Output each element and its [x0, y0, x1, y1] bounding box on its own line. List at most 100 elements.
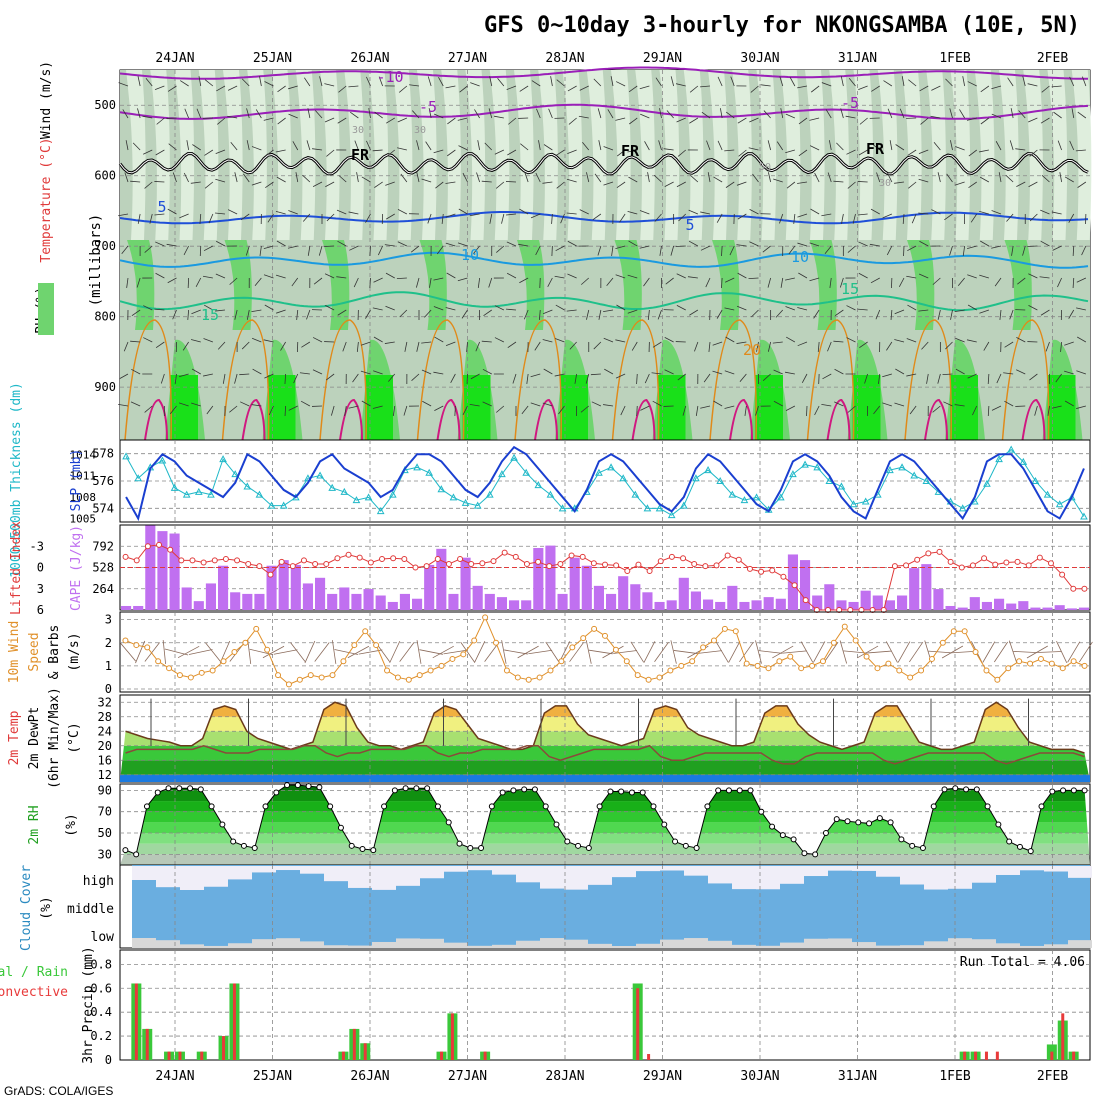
wind-barb — [676, 273, 686, 279]
wind-barb — [639, 245, 650, 249]
wind10-speed-line-point — [547, 667, 554, 674]
wind-barb — [857, 308, 868, 311]
lifted-index-line-point — [891, 563, 898, 570]
cape-bar — [800, 560, 811, 610]
wind-barb — [206, 405, 214, 415]
wind10-barb — [443, 649, 468, 655]
wind-barb — [906, 373, 917, 377]
precip-convective-bar — [167, 1051, 171, 1060]
wind-barb — [542, 309, 553, 315]
temp-axis-label: (6hr Min/Max) — [47, 687, 62, 789]
date-tick-label: 27JAN — [448, 51, 487, 66]
lifted-index-line-point — [1036, 554, 1043, 561]
wind-barb — [657, 309, 662, 320]
wind-barb — [779, 76, 784, 87]
wind-barb — [307, 108, 311, 119]
thickness-line-point — [983, 479, 991, 487]
high-cloud-bar — [492, 866, 516, 875]
wind-barb — [496, 405, 505, 413]
rh2m-line-point — [327, 803, 334, 810]
wind-barb — [470, 82, 480, 87]
rh2m-line-point — [445, 819, 452, 826]
wind-barb — [651, 372, 662, 375]
slp-axis-label: SLP (mb) — [69, 449, 84, 512]
wind-barb — [489, 76, 493, 87]
contour-label: -10 — [376, 68, 403, 86]
wind-barb — [785, 149, 795, 154]
wind-barb — [470, 373, 480, 380]
rh-green-patch — [712, 240, 740, 330]
wind10-speed-line-point — [187, 674, 194, 681]
thickness-line-point — [473, 501, 482, 509]
wind-barb — [374, 111, 383, 119]
rh2m-line-point — [639, 789, 646, 796]
wind-barb — [736, 341, 747, 344]
wind-barb — [1004, 341, 1014, 348]
wind-barb — [137, 76, 141, 87]
lifted-index-line-point — [635, 561, 642, 568]
cape-bar — [1078, 607, 1089, 610]
wind-barb — [179, 213, 189, 219]
wind-barb — [640, 113, 650, 119]
wind-barb — [241, 341, 250, 350]
lifted-index-line-point — [680, 555, 687, 562]
high-cloud-bar — [684, 866, 708, 876]
wind-barb — [167, 85, 177, 92]
wind-barb — [785, 113, 796, 119]
wind-barb — [931, 209, 941, 215]
wind-barb — [203, 338, 214, 343]
temp-band — [120, 745, 1090, 761]
wind-barb — [392, 405, 396, 416]
wind-barb — [597, 245, 602, 256]
rh2m-line-point — [963, 786, 970, 793]
wind-barb — [615, 81, 626, 87]
rh2m-line-point — [822, 830, 829, 837]
wind-barb — [750, 85, 759, 93]
wind-barb — [125, 140, 129, 151]
wind-barb — [598, 140, 602, 151]
cape-bar — [981, 601, 992, 610]
wind-barb — [506, 85, 517, 91]
wind-barb — [1041, 85, 1050, 93]
wind-barb — [348, 405, 359, 409]
lifted-index-line-point — [256, 563, 263, 570]
wind-barb — [724, 405, 735, 409]
wind-barb — [325, 305, 335, 311]
wind-barb — [1064, 341, 1074, 346]
rh2m-line-point — [650, 803, 657, 810]
lifted-index-line-point — [1047, 560, 1054, 567]
wind-barb — [277, 85, 286, 93]
precip-tick-label: 0 — [105, 1053, 112, 1067]
thickness-line-point — [1043, 490, 1052, 498]
wind-barb — [312, 369, 323, 375]
wind-barb — [919, 85, 929, 92]
wind-barb — [168, 143, 177, 151]
wind-barb — [507, 341, 517, 349]
wind10-speed-line-point — [656, 674, 663, 681]
wind10-barb — [1026, 645, 1048, 659]
wind-barb — [689, 85, 699, 93]
low-cloud-bar — [228, 943, 252, 948]
wind10-speed-line-point — [743, 660, 750, 667]
wind10-barb — [897, 641, 911, 663]
lifted-index-line-point — [735, 556, 742, 563]
wind-barb — [798, 272, 808, 279]
wind-barb — [809, 242, 820, 247]
contour-label: 30 — [352, 125, 364, 136]
wind-barb — [689, 309, 699, 316]
wind-barb — [507, 149, 517, 156]
wind-barb — [834, 368, 844, 375]
wind-barb — [1028, 181, 1038, 188]
rh2m-line-point — [208, 803, 215, 810]
wind-barb — [131, 368, 141, 375]
wind-barb — [978, 149, 989, 153]
wind10-speed-line-point — [961, 628, 968, 635]
wind-barb — [797, 213, 808, 218]
wind-barb — [461, 309, 468, 319]
wind-barb — [227, 115, 238, 119]
wind-barb — [477, 140, 481, 151]
wind-barb — [652, 341, 662, 348]
wind-barb — [568, 117, 577, 125]
wind10-speed-line-point — [721, 625, 728, 632]
wind10-speed-line-point — [1016, 658, 1023, 665]
